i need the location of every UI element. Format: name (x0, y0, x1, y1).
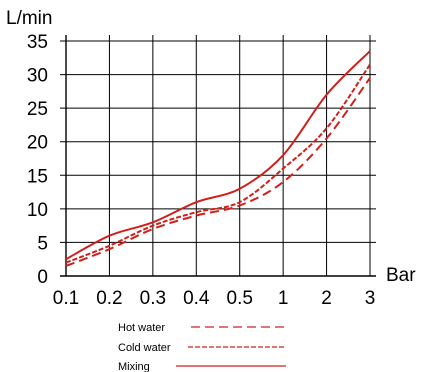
x-tick-label: 0.4 (183, 288, 210, 309)
tick-labels: 0 5 10 15 20 25 30 35 0.1 0.2 0.3 0.4 0.5 1 2 3 (27, 32, 375, 309)
y-tick-label: 35 (27, 32, 48, 53)
y-tick-label: 5 (37, 233, 48, 254)
y-tick-label: 15 (27, 166, 48, 187)
series-line-mixing (65, 50, 371, 261)
legend-label: Hot water (118, 322, 165, 334)
x-tick-label: 3 (365, 288, 376, 309)
legend-label: Cold water (118, 342, 171, 354)
series-line-cold-water (65, 63, 371, 264)
y-tick-label: 20 (27, 133, 48, 154)
x-tick-label: 2 (321, 288, 332, 309)
y-tick-label: 0 (37, 267, 48, 288)
y-tick-label: 25 (27, 99, 48, 120)
series-group (65, 50, 371, 267)
y-tick-label: 30 (27, 66, 48, 87)
y-tick-label: 10 (27, 200, 48, 221)
x-tick-label: 0.1 (53, 288, 79, 309)
x-tick-label: 0.5 (227, 288, 253, 309)
legend-label: Mixing (118, 361, 150, 372)
y-axis-label: L/min (6, 8, 52, 29)
x-tick-label: 0.3 (140, 288, 166, 309)
x-tick-label: 1 (278, 288, 289, 309)
legend: Hot water Cold water Mixing (118, 322, 286, 372)
x-tick-label: 0.2 (96, 288, 122, 309)
grid (60, 35, 376, 277)
series-line-hot-water (65, 77, 371, 267)
x-axis-label: Bar (386, 265, 416, 286)
